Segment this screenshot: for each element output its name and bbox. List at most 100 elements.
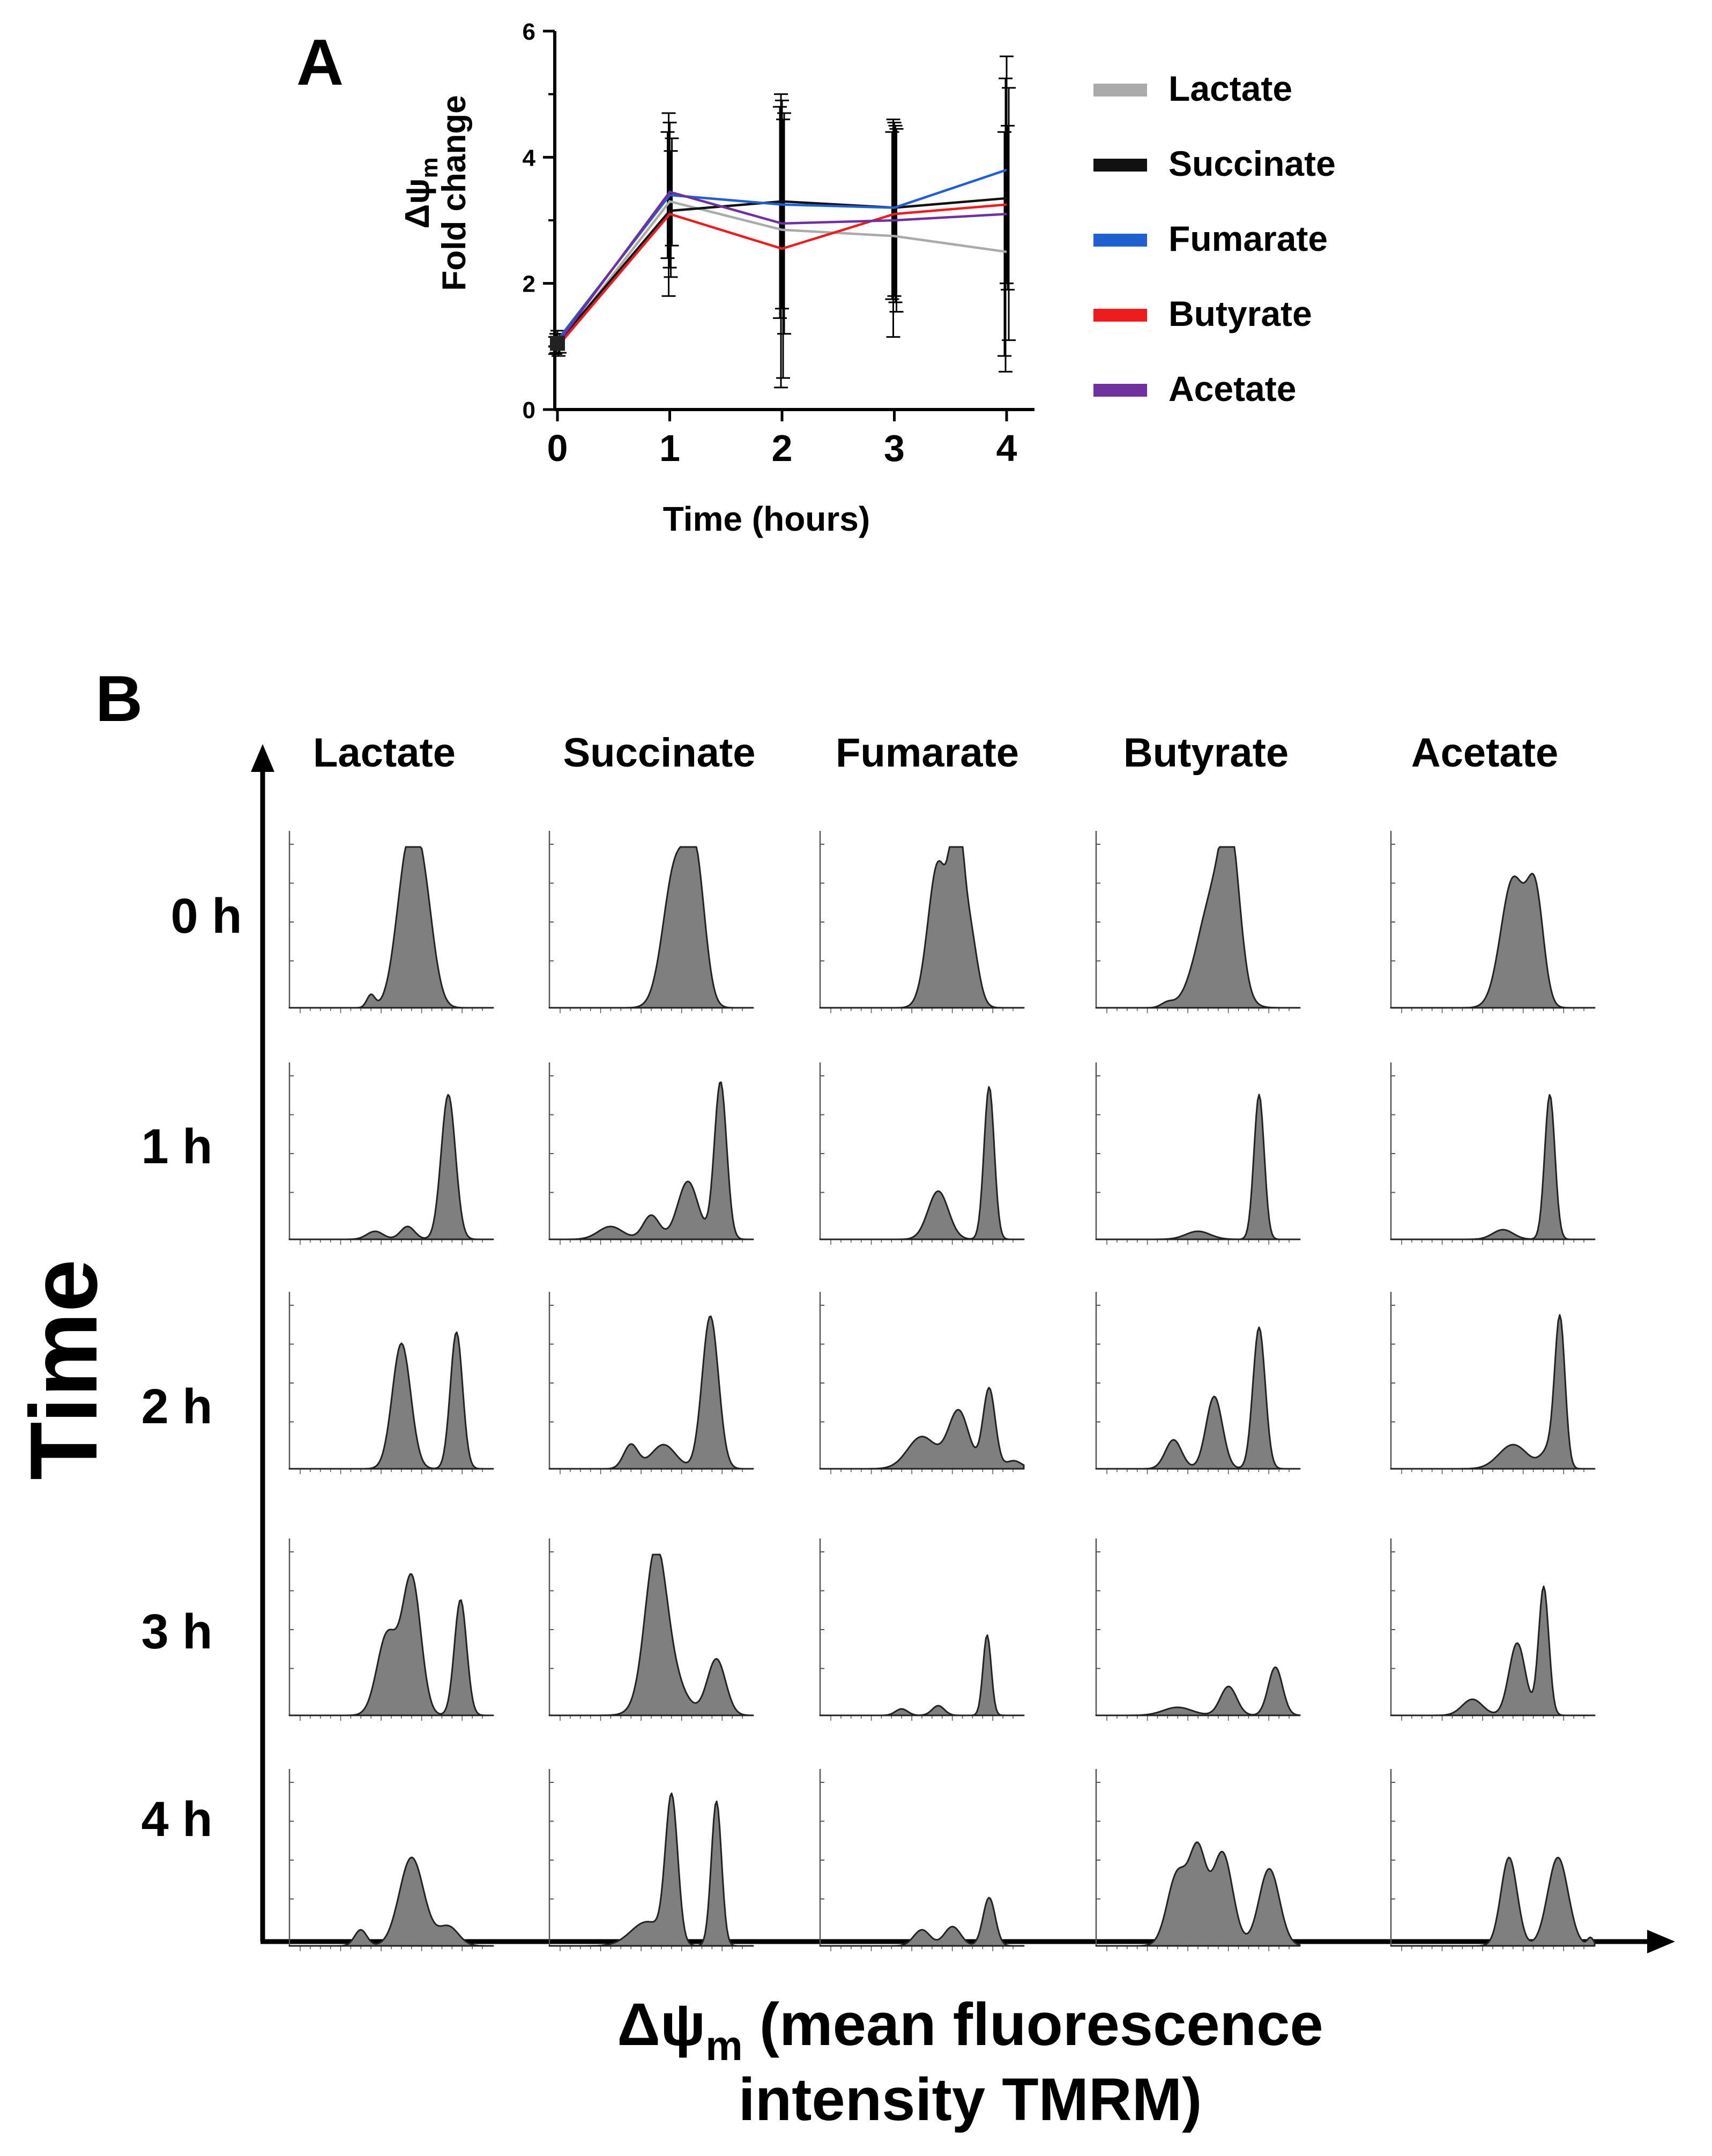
- histogram-fumarate-4h: [819, 1769, 1025, 1951]
- histogram-distribution: [819, 1387, 1025, 1470]
- legend-swatch-butyrate: [1093, 309, 1147, 322]
- series-line-acetate: [556, 190, 1007, 344]
- histogram-distribution: [288, 846, 494, 1009]
- panel-b-x-label-rest: (mean fluorescence: [743, 1991, 1323, 2058]
- x-tick-label: 3: [884, 427, 905, 469]
- column-label-fumarate: Fumarate: [836, 730, 1019, 776]
- histogram-lactate-2h: [288, 1292, 494, 1474]
- x-tick-label: 0: [547, 427, 568, 469]
- histogram-distribution: [819, 846, 1025, 1009]
- y-tick-label: 6: [523, 19, 535, 45]
- histogram-distribution: [1390, 1585, 1596, 1716]
- panel-a-y-label: Δψm Fold change: [398, 95, 473, 291]
- panel-a-error-bars: [548, 55, 1016, 389]
- histogram-distribution: [819, 1634, 1025, 1716]
- histogram-distribution: [288, 1856, 494, 1947]
- histogram-fumarate-3h: [819, 1538, 1025, 1721]
- panel-b: B Time Δψm (mean fluorescence intensity …: [10, 662, 1675, 2133]
- row-label-0h: 0 h: [171, 889, 242, 943]
- column-label-succinate: Succinate: [563, 730, 755, 776]
- histogram-distribution: [1390, 873, 1596, 1009]
- legend-swatch-lactate: [1093, 84, 1147, 96]
- panel-b-row-labels: 0 h 1 h 2 h 3 h 4 h: [142, 889, 242, 1847]
- x-tick-label: 1: [659, 427, 680, 469]
- histogram-butyrate-1h: [1095, 1062, 1301, 1245]
- row-label-1h: 1 h: [142, 1119, 213, 1174]
- panel-b-x-label-sub: m: [705, 2022, 742, 2069]
- legend-swatch-acetate: [1093, 384, 1147, 397]
- histogram-lactate-3h: [288, 1538, 494, 1721]
- legend-label-acetate: Acetate: [1168, 369, 1296, 408]
- histogram-butyrate-2h: [1095, 1292, 1301, 1474]
- row-label-4h: 4 h: [142, 1792, 213, 1847]
- histogram-distribution: [548, 1553, 754, 1716]
- histogram-butyrate-4h: [1095, 1769, 1301, 1951]
- histogram-lactate-4h: [288, 1769, 494, 1951]
- panel-a-y-label-text: Fold change: [436, 95, 473, 291]
- panel-a: A 0 2 4 6 0 1 2 3 4 Δψm Fold change Time (hours…: [296, 19, 1336, 538]
- histogram-distribution: [1390, 1314, 1596, 1470]
- histogram-succinate-0h: [548, 831, 754, 1013]
- panel-a-lines: [550, 168, 1007, 351]
- histogram-distribution: [548, 1315, 754, 1470]
- histogram-fumarate-0h: [819, 831, 1025, 1013]
- x-tick-label: 4: [996, 427, 1017, 469]
- panel-a-x-ticks: 0 1 2 3 4: [547, 410, 1017, 469]
- panel-a-y-label-sub: m: [416, 157, 443, 178]
- histogram-succinate-3h: [548, 1538, 754, 1721]
- histogram-distribution: [1390, 1856, 1596, 1947]
- histogram-butyrate-0h: [1095, 831, 1301, 1013]
- legend-label-lactate: Lactate: [1168, 69, 1292, 108]
- histogram-distribution: [1095, 1094, 1301, 1240]
- baseline-marker: [550, 336, 565, 351]
- histogram-distribution: [288, 1331, 494, 1470]
- histogram-acetate-3h: [1390, 1538, 1596, 1721]
- histogram-acetate-2h: [1390, 1292, 1596, 1474]
- panel-b-x-label-line1: Δψm (mean fluorescence: [617, 1991, 1323, 2069]
- histogram-succinate-4h: [548, 1769, 754, 1951]
- row-label-3h: 3 h: [142, 1604, 213, 1659]
- histogram-distribution: [1095, 1841, 1301, 1947]
- panel-b-column-labels: Lactate Succinate Fumarate Butyrate Acetate: [313, 730, 1558, 776]
- svg-text:Δψm: Δψm: [398, 157, 443, 228]
- panel-b-time-label: Time: [10, 1259, 117, 1480]
- histogram-distribution: [1095, 1326, 1301, 1470]
- histogram-distribution: [1390, 1094, 1596, 1240]
- column-label-butyrate: Butyrate: [1123, 730, 1289, 776]
- histogram-lactate-0h: [288, 831, 494, 1013]
- panel-b-x-label-symbol: Δψ: [617, 1991, 705, 2058]
- histogram-distribution: [288, 1573, 494, 1716]
- histogram-distribution: [288, 1094, 494, 1240]
- histogram-lactate-1h: [288, 1062, 494, 1245]
- panel-b-time-arrowhead: [251, 744, 274, 772]
- legend-label-succinate: Succinate: [1168, 144, 1336, 183]
- y-tick-label: 4: [523, 145, 536, 171]
- panel-a-x-label: Time (hours): [663, 500, 870, 538]
- histogram-distribution: [548, 846, 754, 1009]
- histogram-distribution: [1095, 1666, 1301, 1716]
- histogram-acetate-0h: [1390, 831, 1596, 1013]
- panel-a-legend: Lactate Succinate Fumarate Butyrate Acetate: [1093, 69, 1336, 408]
- row-label-2h: 2 h: [142, 1379, 213, 1434]
- histogram-fumarate-1h: [819, 1062, 1025, 1245]
- x-tick-label: 2: [772, 427, 793, 469]
- legend-swatch-succinate: [1093, 159, 1147, 172]
- series-line-butyrate: [556, 203, 1007, 347]
- panel-a-y-ticks: 0 2 4 6: [523, 19, 555, 423]
- column-label-acetate: Acetate: [1411, 730, 1559, 776]
- panel-b-label: B: [95, 662, 143, 735]
- histogram-butyrate-3h: [1095, 1538, 1301, 1721]
- legend-label-fumarate: Fumarate: [1168, 219, 1328, 258]
- histogram-succinate-1h: [548, 1062, 754, 1245]
- histogram-distribution: [1095, 846, 1301, 1009]
- histogram-acetate-1h: [1390, 1062, 1596, 1245]
- y-tick-label: 2: [523, 271, 535, 298]
- series-line-succinate: [556, 197, 1007, 344]
- panel-a-label: A: [296, 26, 344, 99]
- panel-b-histogram-grid: [288, 831, 1596, 1951]
- y-tick-label: 0: [523, 397, 535, 423]
- series-line-lactate: [556, 200, 1007, 347]
- histogram-distribution: [548, 1792, 754, 1947]
- panel-b-x-label-line2: intensity TMRM): [739, 2066, 1202, 2133]
- histogram-succinate-2h: [548, 1292, 754, 1474]
